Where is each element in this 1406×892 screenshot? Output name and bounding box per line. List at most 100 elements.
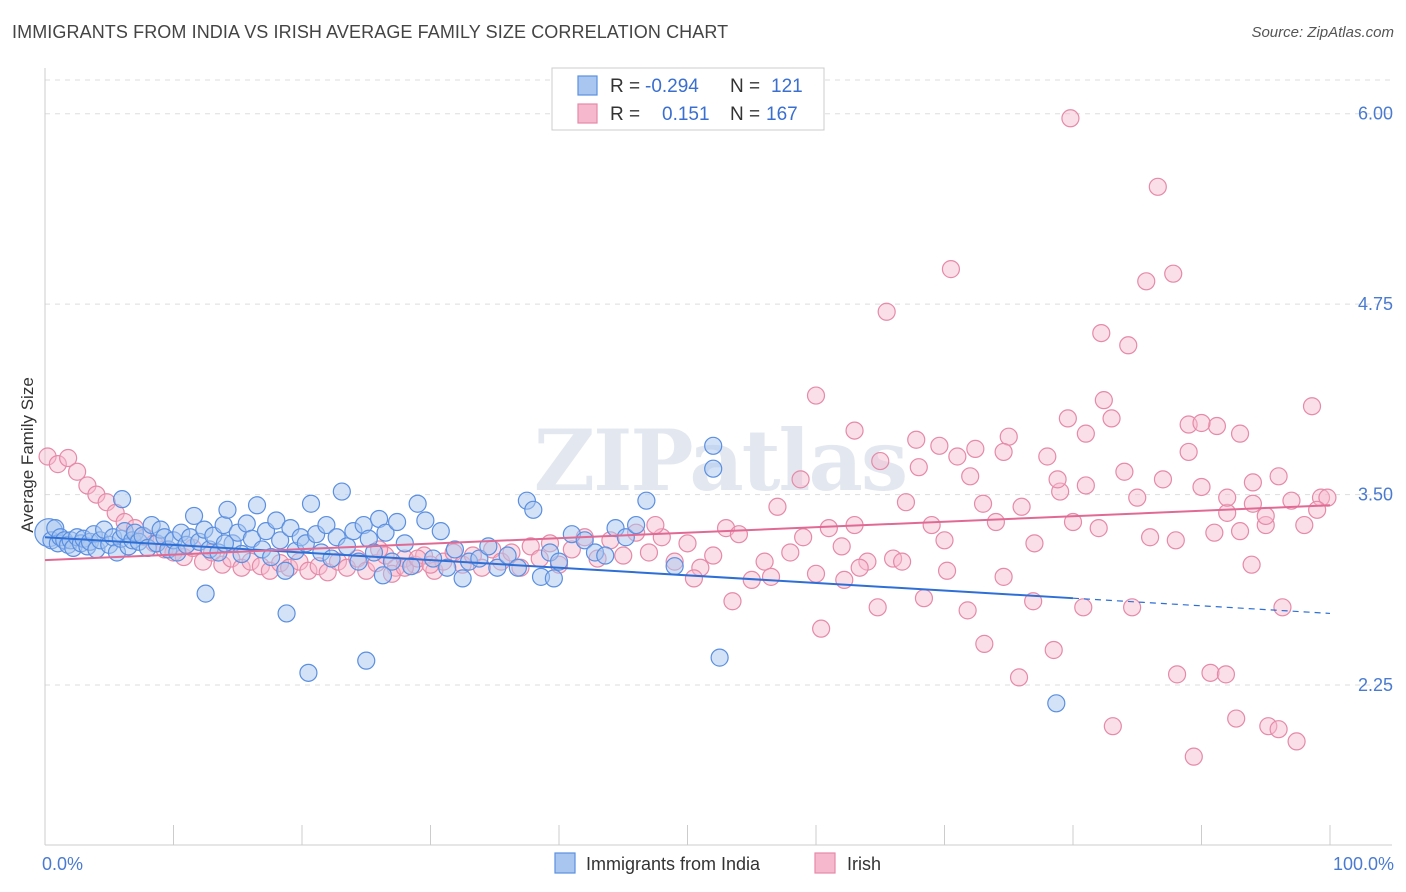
irish-point <box>1227 709 1246 728</box>
india-point <box>276 561 295 580</box>
india-point <box>1047 694 1066 713</box>
india-point <box>376 523 395 542</box>
irish-point <box>723 592 742 611</box>
india-point <box>317 515 336 535</box>
irish-point <box>1076 476 1095 495</box>
india-point <box>387 512 407 532</box>
y-tick-label: 6.00 <box>1358 104 1393 124</box>
irish-point <box>937 561 957 580</box>
irish-point <box>1295 515 1314 535</box>
irish-point <box>729 525 749 544</box>
legend-n-value: 121 <box>771 76 803 97</box>
irish-point <box>1256 506 1275 526</box>
irish-point <box>1207 416 1227 436</box>
irish-point <box>975 634 994 653</box>
india-point <box>423 549 443 568</box>
irish-point <box>892 552 912 571</box>
irish-point <box>1205 523 1224 542</box>
irish-point <box>1167 665 1187 684</box>
irish-point <box>948 447 967 466</box>
irish-point <box>1058 409 1077 428</box>
x-tick-labels: 0.0% 100.0% <box>42 854 1394 874</box>
irish-point <box>791 470 810 489</box>
bottom-legend-india: Immigrants from India <box>586 854 761 874</box>
irish-point <box>1025 534 1044 553</box>
irish-point <box>973 494 993 513</box>
india-point <box>637 491 656 510</box>
irish-point <box>684 569 704 588</box>
india-point <box>299 663 318 682</box>
irish-point <box>1166 531 1185 550</box>
irish-point <box>1230 424 1250 443</box>
irish-point <box>812 619 831 638</box>
irish-point <box>1092 323 1111 343</box>
y-tick-label: 3.50 <box>1358 485 1393 505</box>
irish-point <box>794 528 813 547</box>
india-point <box>710 648 729 667</box>
bottom-legend: Immigrants from India Irish <box>554 852 881 874</box>
irish-point <box>1102 409 1121 428</box>
irish-point <box>999 427 1018 446</box>
irish-point <box>1119 336 1138 355</box>
irish-point <box>1153 470 1173 489</box>
india-point <box>262 547 281 567</box>
y-tick-label: 2.25 <box>1358 675 1393 695</box>
india-trend-line <box>44 536 1074 600</box>
india-point <box>508 558 527 577</box>
irish-point <box>868 598 887 617</box>
irish-point <box>1269 467 1288 486</box>
irish-point <box>909 458 928 477</box>
grid-lines <box>45 79 1392 686</box>
x-tick-label: 100.0% <box>1333 854 1394 874</box>
india-point <box>395 534 414 553</box>
india-point <box>237 514 256 533</box>
irish-point <box>907 430 926 449</box>
irish-point <box>1038 447 1057 466</box>
irish-point <box>1074 598 1093 617</box>
india-point <box>524 500 543 519</box>
irish-point <box>59 448 78 468</box>
irish-point <box>1128 488 1147 507</box>
chart-title: IMMIGRANTS FROM INDIA VS IRISH AVERAGE F… <box>12 22 729 42</box>
india-point <box>301 494 321 513</box>
irish-point <box>1012 497 1031 516</box>
irish-point <box>1269 720 1288 739</box>
irish-point <box>1259 717 1278 736</box>
irish-point <box>646 515 665 535</box>
legend-r-label: R = <box>610 104 640 125</box>
irish-point <box>877 302 896 321</box>
india-point <box>322 549 341 568</box>
irish-point <box>1302 397 1322 416</box>
axes <box>44 68 1392 846</box>
irish-point <box>1103 717 1122 736</box>
irish-point <box>994 442 1013 462</box>
india-point <box>453 569 472 588</box>
legend-r-value: -0.294 <box>645 76 699 97</box>
irish-point <box>1243 473 1263 492</box>
india-point <box>626 515 646 535</box>
irish-point <box>1256 515 1275 535</box>
legend-r-label: R = <box>610 76 640 97</box>
y-axis-label: Average Family Size <box>18 377 37 533</box>
irish-point <box>48 455 67 474</box>
watermark: ZIPatlas <box>534 411 906 510</box>
india-point <box>357 651 376 670</box>
irish-point <box>819 519 838 538</box>
legend-n-label: N = <box>730 76 760 97</box>
india-point <box>277 604 296 623</box>
irish-point <box>1184 747 1203 766</box>
irish-point <box>639 543 659 562</box>
india-point <box>267 511 286 530</box>
y-tick-label: 4.75 <box>1358 294 1393 314</box>
bottom-legend-irish: Irish <box>847 854 881 874</box>
irish-point <box>761 567 781 586</box>
bottom-legend-swatch-india <box>554 852 576 874</box>
irish-point <box>1308 500 1327 519</box>
irish-point <box>1115 462 1134 481</box>
india-point <box>349 552 368 571</box>
india-point <box>196 584 215 603</box>
irish-point <box>299 561 318 580</box>
irish-point <box>1044 640 1063 660</box>
india-point <box>112 490 132 509</box>
india-point <box>218 500 237 519</box>
